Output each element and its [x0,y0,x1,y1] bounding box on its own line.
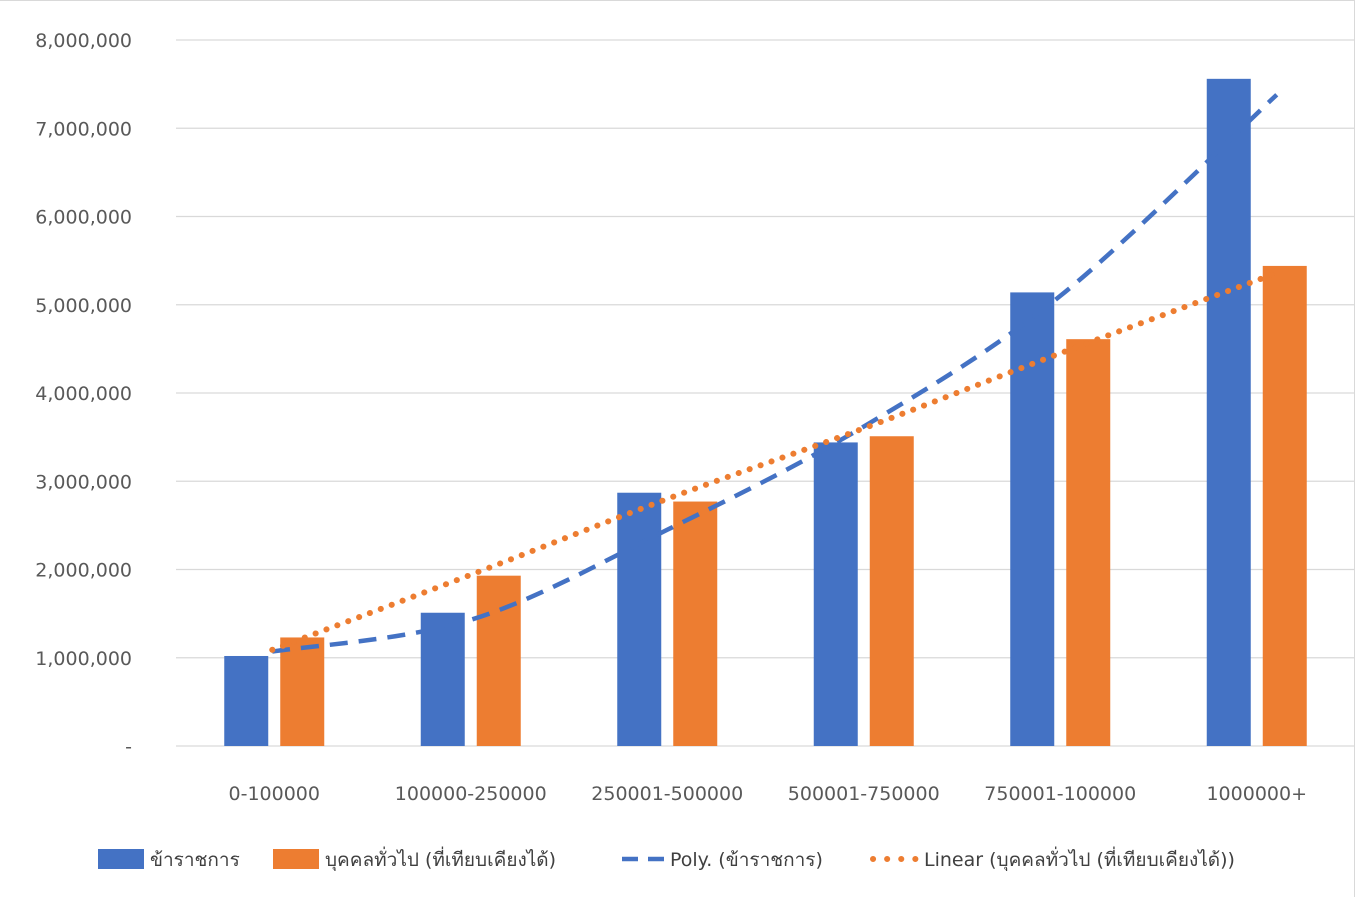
bar-series-2 [673,501,718,746]
x-tick-label: 250001-500000 [591,783,743,805]
bar-series-1 [1010,292,1055,746]
x-tick-label: 100000-250000 [395,783,547,805]
legend: ข้าราชการ บุคคลทั่วไป (ที่เทียบเคียงได้) P… [98,846,1235,872]
bar-series-2 [476,575,521,746]
y-tick-label: 5,000,000 [35,295,132,317]
bar-series-2 [1262,265,1307,746]
x-tick-label: 750001-100000 [984,783,1136,805]
trendline-1 [271,93,1279,654]
x-axis-tick-labels: 0-100000 100000-250000 250001-500000 500001… [229,783,1308,805]
bar-series-1 [617,492,662,746]
x-tick-label: 0-100000 [229,783,320,805]
legend-swatch [98,849,144,869]
y-tick-label: 8,000,000 [35,30,132,52]
y-tick-label: 2,000,000 [35,560,132,582]
y-tick-label: 6,000,000 [35,207,132,229]
x-tick-label: 500001-750000 [788,783,940,805]
bars [224,78,1307,746]
bar-series-2 [869,436,914,746]
trendline-2 [269,269,1280,653]
legend-label: Linear (บุคคลทั่วไป (ที่เทียบเคียงได้)) [924,846,1235,872]
bar-series-1 [224,655,269,746]
x-tick-label: 1000000+ [1206,783,1307,805]
y-axis-tick-labels: - 1,000,000 2,000,000 3,000,000 4,000,000 5,0… [35,30,132,758]
bar-series-1 [1206,78,1251,746]
legend-label: ข้าราชการ [150,849,240,871]
bar-series-1 [420,612,465,746]
bar-series-2 [280,637,325,746]
legend-swatch [273,849,319,869]
y-tick-label: 4,000,000 [35,383,132,405]
y-tick-label: 7,000,000 [35,118,132,140]
legend-label: บุคคลทั่วไป (ที่เทียบเคียงได้) [325,846,556,872]
trendlines [269,93,1280,654]
y-tick-label: 1,000,000 [35,648,132,670]
y-tick-label: 3,000,000 [35,471,132,493]
y-tick-label: - [125,736,132,758]
bar-series-2 [1066,339,1111,746]
gridlines [176,39,1355,747]
bar-series-1 [813,442,858,746]
legend-label: Poly. (ข้าราชการ) [670,849,823,871]
